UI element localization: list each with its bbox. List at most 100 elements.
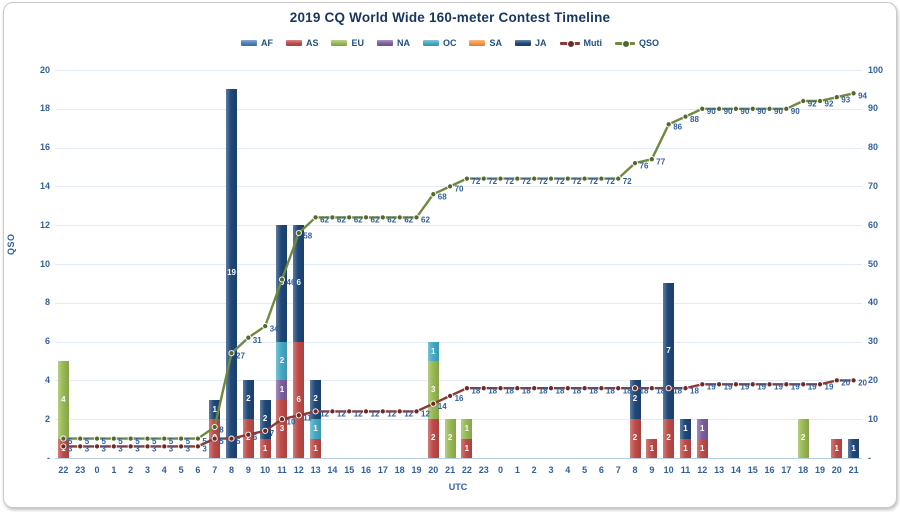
x-tick-label: 4 <box>161 465 167 475</box>
x-tick-label: 13 <box>310 465 321 475</box>
bar-segment-ja: 1 <box>209 399 221 420</box>
bar-segment-ja: 2 <box>242 380 254 420</box>
bar-segment-ja: 7 <box>663 283 675 420</box>
y-axis-left-tick: - <box>47 452 50 463</box>
legend-item-oc: OC <box>422 38 456 48</box>
x-tick-label: 12 <box>293 465 304 475</box>
bar-segment-eu: 1 <box>461 419 473 439</box>
x-tick-label: 2 <box>128 465 134 475</box>
x-tick-label: 1 <box>111 465 117 475</box>
y-axis-left-tick: 8 <box>44 297 50 308</box>
bar-segment-as: 1 <box>831 438 843 458</box>
x-tick-label: 13 <box>714 465 725 475</box>
legend-label-na: NA <box>396 38 410 48</box>
bar-segment-as: 2 <box>209 419 221 458</box>
legend-line-muti <box>559 40 580 48</box>
x-tick-label: 5 <box>178 465 184 475</box>
bar-segment-eu: 2 <box>797 419 809 458</box>
x-tick-label: 15 <box>344 465 355 475</box>
legend-label-af: AF <box>260 38 273 48</box>
legend-item-as: AS <box>285 38 319 48</box>
bar-segment-as: 2 <box>242 419 254 458</box>
legend-swatch-ja <box>515 40 531 46</box>
y-axis-right-tick: 50 <box>868 258 879 269</box>
bar-segment-ja: 2 <box>629 380 641 420</box>
x-axis-line <box>55 458 862 459</box>
y-axis-title: QSO <box>6 233 16 255</box>
legend-line-qso <box>615 40 636 48</box>
legend-swatch-as <box>285 40 302 46</box>
x-tick-label: 22 <box>461 465 472 475</box>
y-axis-left-tick: 14 <box>39 180 50 191</box>
x-tick-label: 18 <box>798 465 809 475</box>
x-tick-label: 9 <box>245 465 251 475</box>
gridline <box>55 380 862 382</box>
legend-label-qso: QSO <box>639 38 660 48</box>
bar-segment-ja: 6 <box>276 225 288 342</box>
bar-segment-eu: 3 <box>427 361 439 420</box>
gridline <box>55 70 862 71</box>
legend-item-na: NA <box>376 38 410 48</box>
y-axis-left-tick: 18 <box>39 103 50 114</box>
x-tick-label: 16 <box>361 465 372 475</box>
bar-segment-as: 1 <box>310 438 322 458</box>
bar-segment-as: 2 <box>427 419 439 458</box>
bar-segment-ja: 2 <box>259 399 271 439</box>
x-axis-title: UTC <box>448 482 468 492</box>
legend-swatch-oc <box>422 40 439 46</box>
y-axis-left-tick: 10 <box>39 258 50 269</box>
x-tick-label: 0 <box>94 465 100 475</box>
y-axis-right-tick: 20 <box>868 374 879 385</box>
x-tick-label: 10 <box>663 465 674 475</box>
bar-segment-as: 1 <box>646 438 658 458</box>
legend-label-as: AS <box>305 38 319 48</box>
bar-segment-as: 1 <box>461 438 473 458</box>
gridline <box>55 302 862 304</box>
legend-item-qso: QSO <box>615 38 659 48</box>
y-axis-right-tick: 40 <box>868 297 879 308</box>
gridline <box>55 186 862 188</box>
legend-item-sa: SA <box>469 38 502 48</box>
y-axis-left-tick: 4 <box>44 374 50 385</box>
x-tick-label: 11 <box>277 465 287 475</box>
gridline <box>55 147 862 149</box>
bar-segment-ja: 1 <box>679 419 691 439</box>
x-tick-label: 8 <box>229 465 235 475</box>
y-axis-left-tick: 2 <box>44 413 50 424</box>
bar-segment-ja: 1 <box>848 438 860 458</box>
x-tick-label: 17 <box>781 465 792 475</box>
bar-segment-na: 1 <box>276 380 288 400</box>
bar-segment-as: 1 <box>679 438 691 458</box>
bar-segment-as: 2 <box>629 419 641 458</box>
legend-swatch-sa <box>469 40 486 46</box>
bar-segment-as: 1 <box>259 438 271 458</box>
x-tick-label: 0 <box>498 465 504 475</box>
legend-swatch-eu <box>331 40 348 46</box>
x-tick-label: 16 <box>764 465 775 475</box>
y-axis-right-tick: 80 <box>868 142 879 153</box>
x-tick-label: 18 <box>394 465 405 475</box>
bar-segment-as: 1 <box>696 438 708 458</box>
bar-segment-oc: 1 <box>427 341 439 361</box>
y-axis-left-tick: 6 <box>44 336 50 347</box>
legend-line-marker <box>566 40 575 48</box>
gridline <box>55 419 862 421</box>
x-tick-label: 10 <box>260 465 271 475</box>
x-tick-label: 17 <box>377 465 388 475</box>
x-tick-label: 11 <box>680 465 691 475</box>
x-tick-label: 19 <box>814 465 825 475</box>
x-tick-label: 20 <box>428 465 439 475</box>
x-tick-label: 19 <box>411 465 422 475</box>
x-tick-label: 3 <box>548 465 554 475</box>
gridline <box>55 341 862 343</box>
legend-swatch-na <box>376 40 393 46</box>
y-axis-right-tick: 60 <box>868 219 879 230</box>
x-tick-label: 23 <box>478 465 489 475</box>
x-tick-label: 1 <box>514 465 520 475</box>
x-tick-label: 4 <box>565 465 571 475</box>
y-axis-left-tick: 12 <box>39 219 50 230</box>
x-tick-label: 21 <box>445 465 456 475</box>
legend-label-ja: JA <box>535 38 547 48</box>
legend-item-ja: JA <box>515 38 547 48</box>
